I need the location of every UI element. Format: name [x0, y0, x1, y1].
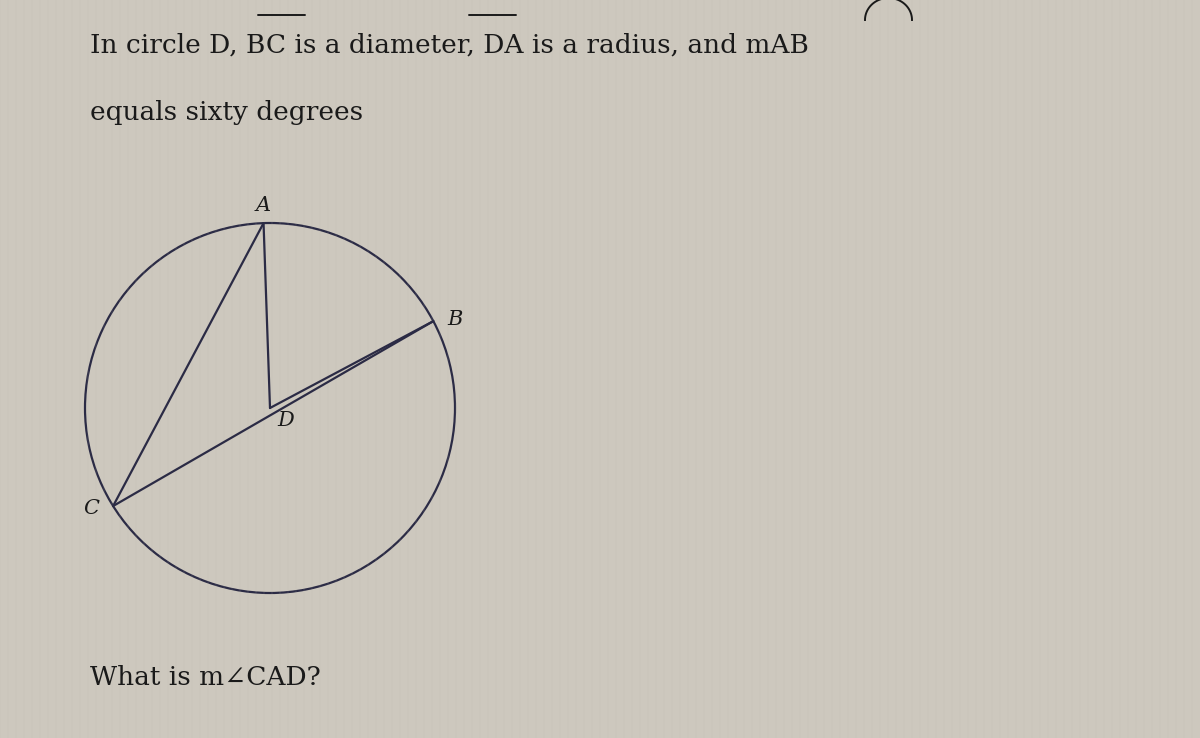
- Text: A: A: [256, 196, 271, 215]
- Text: In circle D, BC is a diameter, DA is a radius, and mAB: In circle D, BC is a diameter, DA is a r…: [90, 33, 809, 58]
- Text: equals sixty degrees: equals sixty degrees: [90, 100, 364, 125]
- Text: C: C: [83, 499, 100, 517]
- Text: What is m∠CAD?: What is m∠CAD?: [90, 665, 320, 690]
- Text: B: B: [448, 310, 463, 328]
- Text: D: D: [277, 412, 294, 430]
